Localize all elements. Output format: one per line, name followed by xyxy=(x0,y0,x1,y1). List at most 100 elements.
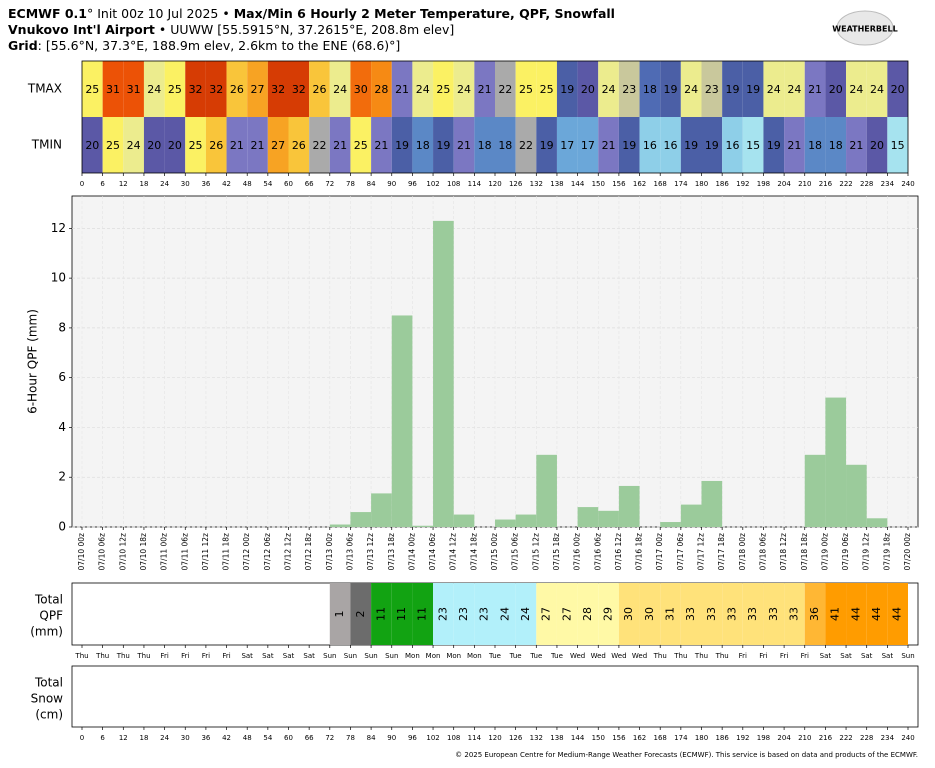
cell xyxy=(680,117,702,173)
x-tick-label: Sun xyxy=(323,652,336,660)
x-tick-label: 78 xyxy=(346,734,355,742)
y-tick-label: 2 xyxy=(58,470,66,484)
cell-value: 28 xyxy=(374,83,388,96)
cell-value: 18 xyxy=(478,139,492,152)
cell xyxy=(701,583,723,645)
cell-value: 27 xyxy=(271,139,285,152)
cell xyxy=(102,117,124,173)
x-tick-label: Sun xyxy=(364,652,377,660)
x-tick-label: Fri xyxy=(181,652,189,660)
bar xyxy=(701,480,723,527)
cell-value: 33 xyxy=(767,607,780,621)
x-tick-label: 54 xyxy=(263,734,272,742)
cell xyxy=(247,61,268,117)
bar xyxy=(453,514,475,527)
x-tick-label: 162 xyxy=(633,734,646,742)
cell-value: 19 xyxy=(540,139,554,152)
x-tick-label: 132 xyxy=(530,734,543,742)
cell xyxy=(846,583,867,645)
cell-value: 16 xyxy=(725,139,739,152)
x-tick-label: 07/14 12z xyxy=(449,533,458,571)
cell xyxy=(722,117,743,173)
cell-value: 19 xyxy=(395,139,409,152)
x-tick-label: 07/15 06z xyxy=(511,533,520,571)
cell xyxy=(226,61,248,117)
cell xyxy=(639,583,661,645)
x-tick-label: 66 xyxy=(305,734,314,742)
cell-value: 23 xyxy=(622,83,636,96)
header-line-1: ECMWF 0.1° Init 00z 10 Jul 2025 • Max/Min… xyxy=(8,6,615,21)
x-tick-label: 07/19 12z xyxy=(862,533,871,571)
x-tick-label: 144 xyxy=(571,180,585,188)
cell xyxy=(763,117,785,173)
x-tick-label: 54 xyxy=(263,180,272,188)
cell-value: 33 xyxy=(746,607,759,621)
x-tick-label: 126 xyxy=(509,734,523,742)
cell xyxy=(391,117,413,173)
x-tick-label: 07/16 00z xyxy=(573,533,582,571)
x-tick-label: 192 xyxy=(736,180,749,188)
x-tick-label: 07/16 18z xyxy=(635,533,644,571)
cell-value: 24 xyxy=(870,83,884,96)
x-tick-label: 222 xyxy=(839,734,852,742)
cell xyxy=(474,583,495,645)
cell-value: 18 xyxy=(829,139,843,152)
cell xyxy=(536,117,557,173)
cell xyxy=(143,117,165,173)
cell xyxy=(556,61,578,117)
x-tick-label: Mon xyxy=(467,652,482,660)
cell xyxy=(288,61,310,117)
cell-value: 33 xyxy=(705,607,718,621)
cell-value: 19 xyxy=(725,83,739,96)
x-tick-label: 138 xyxy=(550,180,563,188)
x-tick-label: 07/17 12z xyxy=(697,533,706,571)
cell-value: 22 xyxy=(519,139,533,152)
x-tick-label: 120 xyxy=(488,734,501,742)
y-tick-label: 4 xyxy=(58,420,66,434)
cell-value: 1 xyxy=(333,611,346,618)
x-tick-label: Thu xyxy=(673,652,687,660)
x-tick-label: 174 xyxy=(674,180,688,188)
x-tick-label: Wed xyxy=(632,652,647,660)
x-tick-label: Wed xyxy=(570,652,585,660)
cell xyxy=(329,583,351,645)
x-tick-label: 156 xyxy=(612,180,626,188)
cell xyxy=(329,117,351,173)
cell xyxy=(164,117,186,173)
x-tick-label: 42 xyxy=(222,734,231,742)
cell-value: 44 xyxy=(849,607,862,621)
cell xyxy=(495,583,516,645)
cell-value: 27 xyxy=(560,607,573,621)
x-tick-label: 0 xyxy=(80,734,84,742)
x-tick-label: 36 xyxy=(201,180,210,188)
x-tick-label: 07/19 00z xyxy=(820,533,829,571)
cell xyxy=(453,61,475,117)
x-tick-label: 60 xyxy=(284,180,293,188)
cell-value: 20 xyxy=(891,83,905,96)
cell-value: 20 xyxy=(168,139,182,152)
cell-value: 27 xyxy=(251,83,265,96)
bar xyxy=(350,512,372,527)
cell-value: 24 xyxy=(127,139,141,152)
bar xyxy=(804,454,826,527)
cell xyxy=(846,61,867,117)
cell-value: 24 xyxy=(684,83,698,96)
x-tick-label: Fri xyxy=(801,652,809,660)
logo: WEATHERBELL xyxy=(832,25,897,34)
x-tick-label: 07/15 00z xyxy=(490,533,499,571)
cell xyxy=(515,117,537,173)
cell xyxy=(433,61,454,117)
x-tick-label: 162 xyxy=(633,180,646,188)
cell-value: 33 xyxy=(684,607,697,621)
cell xyxy=(350,117,372,173)
cell xyxy=(350,61,372,117)
x-tick-label: 18 xyxy=(139,180,148,188)
product: Max/Min 6 Hourly 2 Meter Temperature, QP… xyxy=(234,6,615,21)
cell xyxy=(618,583,640,645)
header-line-3: Grid: [55.6°N, 37.3°E, 188.9m elev, 2.6k… xyxy=(8,38,400,53)
x-tick-label: Sat xyxy=(882,652,894,660)
x-tick-label: 216 xyxy=(819,180,833,188)
cell xyxy=(825,117,847,173)
x-tick-label: 78 xyxy=(346,180,355,188)
cell-value: 31 xyxy=(664,607,677,621)
